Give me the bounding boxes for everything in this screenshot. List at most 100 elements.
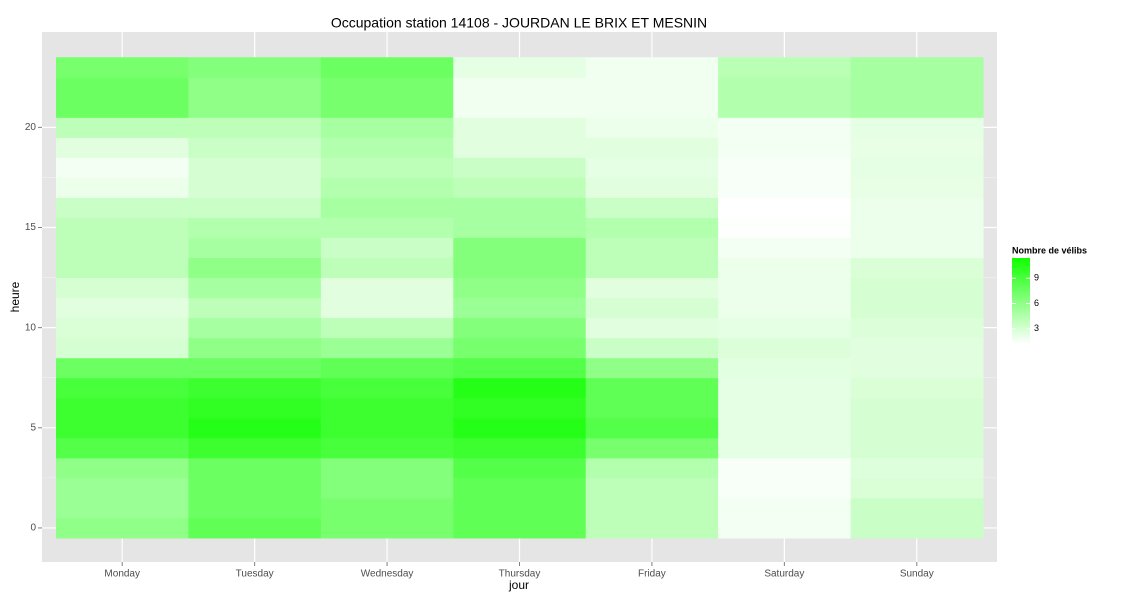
heat-cell (320, 197, 454, 218)
heat-cell (188, 397, 322, 419)
heat-cell (850, 117, 984, 138)
heat-cell (188, 137, 322, 158)
heat-cell (585, 517, 719, 539)
heat-cell (188, 417, 322, 439)
x-tick-label: Monday (104, 569, 140, 580)
heat-cell (850, 417, 984, 439)
heat-cell (188, 177, 322, 198)
heat-cell (850, 237, 984, 259)
chart-title: Occupation station 14108 - JOURDAN LE BR… (331, 15, 707, 31)
heat-cell (850, 377, 984, 399)
heat-cell (850, 337, 984, 359)
heat-cell (56, 317, 189, 339)
heat-cell (320, 397, 454, 419)
heat-cell (585, 57, 719, 78)
heat-cell (320, 337, 454, 359)
heat-cell (585, 497, 719, 519)
x-axis-title: jour (508, 578, 529, 592)
heat-cell (188, 237, 322, 259)
heat-cell (56, 57, 189, 78)
heat-cell (718, 77, 852, 98)
heat-cell (320, 217, 454, 239)
heat-cell (56, 277, 189, 299)
heat-cell (188, 377, 322, 399)
heat-cell (56, 297, 189, 319)
heat-cell (453, 357, 587, 379)
heat-cell (850, 137, 984, 158)
heat-cell (850, 317, 984, 339)
legend-title: Nombre de vélibs (1012, 245, 1087, 255)
heat-cell (850, 157, 984, 178)
heat-cell (56, 137, 189, 158)
heat-cell (585, 157, 719, 178)
heat-cell (56, 97, 189, 118)
heat-cell (585, 137, 719, 158)
heat-cell (188, 337, 322, 359)
heat-cell (56, 397, 189, 419)
heat-cell (320, 137, 454, 158)
heat-cell (56, 217, 189, 239)
heat-cell (718, 157, 852, 178)
heat-cell (718, 217, 852, 239)
y-tick-label: 10 (25, 322, 37, 333)
legend-tick-label: 9 (1034, 273, 1039, 283)
heat-cell (188, 217, 322, 239)
heat-cell (585, 317, 719, 339)
heat-cell (188, 157, 322, 178)
heat-cell (56, 457, 189, 479)
heat-cell (850, 477, 984, 499)
heat-cell (585, 377, 719, 399)
heat-cell (850, 57, 984, 78)
heat-cell (585, 397, 719, 419)
heat-cell (585, 177, 719, 198)
legend-tick-label: 3 (1034, 323, 1039, 333)
heat-cell (850, 297, 984, 319)
heat-cell (718, 117, 852, 138)
heat-cell (850, 457, 984, 479)
heat-cell (453, 497, 587, 519)
y-tick-label: 5 (30, 422, 36, 433)
heat-cell (718, 137, 852, 158)
heat-cell (453, 137, 587, 158)
heat-cell (56, 477, 189, 499)
heat-cell (188, 437, 322, 459)
x-tick-label: Friday (638, 569, 666, 580)
heat-cell (188, 77, 322, 98)
heat-cell (320, 157, 454, 178)
heat-cell (56, 197, 189, 218)
heat-cell (585, 437, 719, 459)
heat-cell (453, 377, 587, 399)
heat-cell (320, 417, 454, 439)
heat-cell (718, 257, 852, 279)
heat-cell (320, 177, 454, 198)
heat-cell (453, 437, 587, 459)
heat-cell (56, 337, 189, 359)
heat-cell (453, 237, 587, 259)
heat-cell (718, 57, 852, 78)
heat-cell (320, 257, 454, 279)
heat-cell (718, 497, 852, 519)
heat-cell (320, 117, 454, 138)
heat-cell (585, 357, 719, 379)
heat-cell (718, 457, 852, 479)
heat-cell (56, 517, 189, 539)
heat-cell (56, 497, 189, 519)
y-tick-label: 20 (25, 122, 37, 133)
x-tick-label: Tuesday (236, 569, 274, 580)
heat-cell (320, 357, 454, 379)
heat-cell (585, 237, 719, 259)
heat-cell (850, 517, 984, 539)
heat-cell (56, 357, 189, 379)
heat-cell (718, 357, 852, 379)
heat-cell (718, 317, 852, 339)
heat-cell (56, 157, 189, 178)
heat-cell (453, 517, 587, 539)
y-tick-label: 0 (30, 523, 36, 534)
heat-cell (718, 417, 852, 439)
x-tick-label: Sunday (900, 569, 934, 580)
heat-cell (585, 297, 719, 319)
heat-cell (585, 457, 719, 479)
heat-cell (850, 357, 984, 379)
heat-cell (453, 337, 587, 359)
heat-cell (585, 417, 719, 439)
